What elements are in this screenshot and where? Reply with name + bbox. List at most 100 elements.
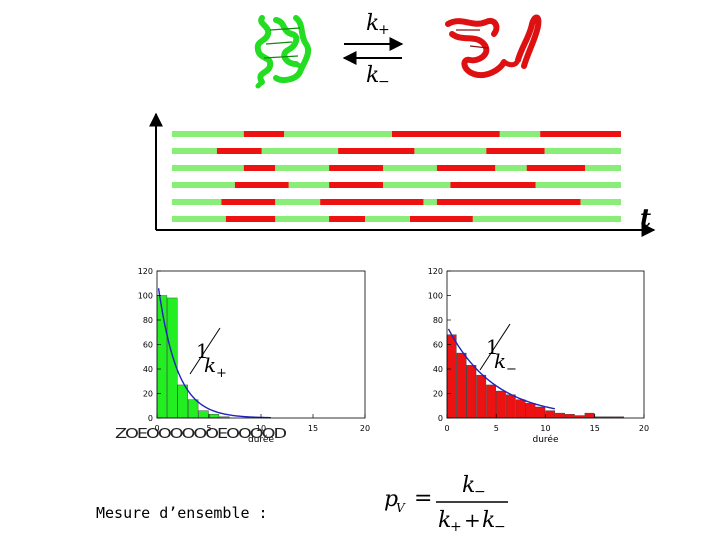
fit-annotation-denominator-sign: − [506,362,517,377]
formula-numerator: k [462,473,475,498]
formula-den-sign2: − [494,519,506,535]
reaction-scheme: k + k − [254,11,542,90]
formula-den-k1: k [438,508,451,533]
histogram-bar [565,414,575,419]
trace-segment-unfolded [329,182,383,188]
x-tick-label: 10 [540,424,550,433]
y-tick-label: 20 [143,390,153,399]
fit-annotation-numerator: 1 [486,335,499,359]
histogram-bar [505,394,516,419]
equilibrium-formula: p V = k − k + + k − [384,473,508,535]
plot-area [157,271,365,418]
trace-segment-unfolded [526,165,586,171]
trace-segment-unfolded [243,165,276,171]
trace-segment-unfolded [329,165,383,171]
histogram-bar [486,384,496,419]
histogram-bar [535,406,546,419]
y-tick-label: 100 [138,292,153,301]
y-tick-label: 0 [438,414,443,423]
x-tick-label: 5 [494,424,499,433]
histogram-bar [177,384,188,419]
trace-segment-folded [495,165,527,171]
folded-protein-icon [254,15,312,89]
fit-annotation-denominator-sign: + [216,366,227,381]
formula-equals: = [414,486,432,511]
trace-segment-unfolded [436,199,581,205]
histogram-bar [545,410,556,419]
time-axis-label: t [640,203,651,232]
trace-segment-folded [172,165,244,171]
y-tick-label: 60 [433,341,443,350]
fit-annotation-numerator: 1 [196,339,209,363]
y-tick-label: 80 [143,316,153,325]
histogram-bar [476,374,487,419]
trace-segment-folded [284,131,393,137]
histogram-bar [555,412,565,419]
trace-segment-folded [172,182,235,188]
trace-segment-folded [172,148,217,154]
trace-segment-folded [288,182,330,188]
trace-segment-unfolded [436,165,496,171]
fit-annotation-slash [479,323,511,371]
histogram-bar [466,365,477,419]
trace-segment-folded [275,216,330,222]
histogram-bar [446,334,457,419]
trace-segment-folded [423,199,437,205]
fit-annotation-denominator: k [204,353,216,377]
trace-segment-folded [275,199,321,205]
trace-segment-unfolded [216,148,262,154]
histogram-bar [515,399,526,419]
x-tick-label: 15 [590,424,600,433]
histogram-bar [198,410,209,419]
trace-segment-folded [585,165,621,171]
x-axis-label: durée [533,434,559,445]
fit-annotation-denominator: k [494,349,506,373]
x-tick-label: 5 [206,424,211,433]
trace-segment-unfolded [320,199,424,205]
histogram-bar [456,352,467,419]
rate-backward-sign: − [378,74,390,90]
trace-segment-unfolded [338,148,415,154]
trace-segment-folded [414,148,487,154]
trace-segment-unfolded [329,216,365,222]
trace-segment-folded [383,182,451,188]
trace-segment-folded [172,216,226,222]
formula-lhs-subscript: V [396,501,406,515]
rate-forward-sign: + [378,22,390,38]
trace-segment-unfolded [392,131,500,137]
histogram-bar [208,414,220,419]
y-tick-label: 40 [433,365,443,374]
ensemble-measurement-label: Mesure d’ensemble : [96,504,268,522]
formula-den-plus: + [464,508,481,532]
x-tick-label: 0 [444,424,449,433]
trace-segment-folded [472,216,621,222]
trace-segment-folded [544,148,621,154]
trace-segment-folded [535,182,621,188]
trace-rows [172,131,621,222]
trace-segment-unfolded [410,216,473,222]
trace-segment-unfolded [243,131,285,137]
garbled-axis-overlay: ZOEOOOOOOEOOOOD [115,427,287,442]
rate-backward-label: k [366,63,379,88]
y-tick-label: 20 [433,390,443,399]
x-axis-label: durée [248,434,274,445]
x-tick-label: 20 [360,424,370,433]
trace-segment-unfolded [234,182,289,188]
unfolded-protein-icon [445,14,542,78]
histogram-bar [167,297,178,419]
histogram-bar [156,295,168,419]
histogram-bar [584,412,595,419]
histogram-bar [525,403,536,419]
trace-segment-folded [383,165,437,171]
y-tick-label: 60 [143,341,153,350]
y-tick-label: 40 [143,365,153,374]
y-tick-label: 120 [428,267,443,276]
trace-segment-folded [275,165,330,171]
x-tick-label: 0 [154,424,159,433]
unfolded-duration-histogram: 0 20 40 60 80 100 120 0 5 10 15 20 durée 1k − [428,267,649,445]
trace-segment-unfolded [450,182,536,188]
histogram-bar [187,399,199,419]
formula-numerator-sign: − [474,484,486,500]
exponential-fit-curve [157,288,271,419]
